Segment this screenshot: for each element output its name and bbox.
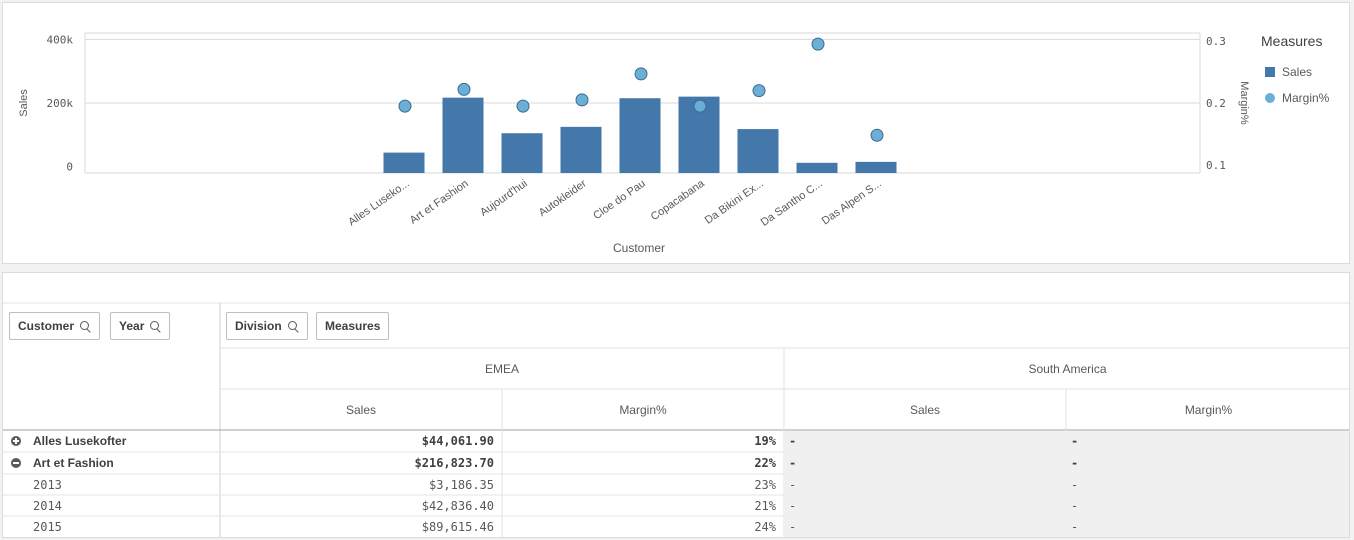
pivot-table-panel: Customer Year Division Measures EMEA Sou…	[2, 272, 1350, 538]
y-tick-label: 200k	[47, 97, 74, 110]
x-tick-label: Da Bikini Ex...	[703, 178, 766, 227]
row-label[interactable]: Art et Fashion	[11, 452, 220, 474]
header-measure-emea-margin[interactable]: Margin%	[619, 402, 667, 417]
bar-sales[interactable]	[855, 161, 897, 173]
legend-item-margin[interactable]: Margin%	[1261, 85, 1329, 111]
y2-tick-label: 0.1	[1206, 159, 1226, 172]
y-tick-label: 0	[66, 161, 73, 174]
x-tick-label: Alles Luseko...	[346, 178, 411, 229]
cell-emea-margin: 24%	[754, 519, 776, 534]
cell-sa-sales: -	[789, 456, 797, 470]
south-america-values-area	[785, 431, 1349, 537]
col-dim-measures-label: Measures	[325, 319, 381, 333]
header-measure-sa-sales[interactable]: Sales	[909, 402, 941, 417]
row-label-year[interactable]: 2014	[33, 498, 62, 513]
point-margin[interactable]	[516, 99, 530, 113]
bar-sales[interactable]	[383, 152, 425, 173]
y2-tick-label: 0.2	[1206, 97, 1226, 110]
y-axis-label: Sales	[18, 89, 30, 117]
x-axis-label: Customer	[613, 241, 665, 255]
legend-item-sales[interactable]: Sales	[1261, 59, 1329, 85]
header-measure-emea-sales[interactable]: Sales	[345, 402, 377, 417]
chart-legend[interactable]: Measures Sales Margin%	[1261, 33, 1329, 111]
bar-sales[interactable]	[737, 129, 779, 173]
cell-emea-sales: $3,186.35	[428, 477, 494, 492]
x-tick-label: Art et Fashion	[408, 178, 471, 227]
bar-sales[interactable]	[442, 97, 484, 173]
row-dim-customer-label: Customer	[18, 319, 75, 333]
x-tick-label: Cloe do Pau	[591, 178, 647, 223]
header-division-emea[interactable]: EMEA	[484, 361, 519, 376]
cell-emea-sales: $44,061.90	[421, 434, 494, 448]
x-tick-label: Copacabana	[649, 177, 708, 223]
header-division-south-america[interactable]: South America	[1028, 361, 1107, 376]
row-dim-year-label: Year	[119, 319, 145, 333]
row-dim-year-button[interactable]: Year	[110, 312, 171, 340]
col-dim-measures-button[interactable]: Measures	[316, 312, 390, 340]
cell-sa-sales: -	[789, 477, 797, 492]
point-margin[interactable]	[575, 93, 589, 107]
cell-emea-sales: $216,823.70	[414, 456, 494, 470]
legend-title: Measures	[1261, 33, 1323, 49]
cell-emea-margin: 22%	[754, 456, 776, 470]
row-label-year[interactable]: 2013	[33, 477, 62, 492]
point-margin[interactable]	[870, 128, 884, 142]
point-margin[interactable]	[398, 99, 412, 113]
cell-sa-sales: -	[789, 519, 797, 534]
y2-axis-label: Margin%	[1238, 81, 1250, 125]
point-margin[interactable]	[457, 82, 471, 96]
cell-sa-margin: -	[1071, 434, 1079, 448]
search-icon[interactable]	[80, 320, 91, 332]
bar-sales[interactable]	[796, 162, 838, 173]
row-label-text: Alles Lusekofter	[33, 434, 127, 448]
cell-emea-sales: $89,615.46	[421, 519, 494, 534]
collapse-icon[interactable]	[11, 458, 21, 468]
bar-sales[interactable]	[501, 133, 543, 173]
combo-chart[interactable]: 400k 200k 0 0.3 0.2 0.1 Alles Luseko...Art e…	[3, 3, 1253, 263]
cell-sa-sales: -	[789, 498, 797, 513]
cell-emea-sales: $42,836.40	[421, 498, 494, 513]
x-tick-label: Autokleider	[537, 177, 589, 219]
legend-swatch-sales	[1265, 67, 1275, 77]
col-dim-division-label: Division	[235, 319, 282, 333]
legend-label-margin: Margin%	[1282, 91, 1330, 105]
cell-emea-margin: 21%	[754, 498, 776, 513]
pivot-grid-lines	[3, 302, 1349, 537]
cell-sa-margin: -	[1071, 519, 1079, 534]
row-dim-customer-button[interactable]: Customer	[9, 312, 101, 340]
y2-tick-label: 0.3	[1206, 35, 1226, 48]
search-icon[interactable]	[287, 320, 299, 332]
cell-sa-margin: -	[1071, 477, 1079, 492]
point-margin[interactable]	[693, 99, 707, 113]
x-tick-label: Aujourd'hui	[478, 178, 530, 219]
cell-emea-margin: 19%	[754, 434, 776, 448]
legend-label-sales: Sales	[1282, 65, 1313, 79]
header-measure-sa-margin[interactable]: Margin%	[1184, 402, 1233, 417]
legend-swatch-margin	[1265, 93, 1275, 103]
row-label-text: Art et Fashion	[33, 456, 114, 470]
cell-sa-margin: -	[1071, 498, 1079, 513]
y-tick-label: 400k	[47, 33, 74, 46]
search-icon[interactable]	[150, 320, 161, 332]
expand-icon[interactable]	[11, 436, 21, 446]
combo-chart-panel: 400k 200k 0 0.3 0.2 0.1 Alles Luseko... Art e…	[2, 2, 1350, 264]
col-dim-division-button[interactable]: Division	[226, 312, 308, 340]
x-tick-label: Das Alpen S...	[820, 178, 884, 228]
cell-sa-margin: -	[1071, 456, 1079, 470]
row-label[interactable]: Alles Lusekofter	[11, 430, 220, 452]
cell-emea-margin: 23%	[754, 477, 776, 492]
bar-sales[interactable]	[560, 126, 602, 173]
point-margin[interactable]	[752, 84, 766, 98]
cell-sa-sales: -	[789, 434, 797, 448]
point-margin[interactable]	[811, 37, 825, 51]
row-label-year[interactable]: 2015	[33, 519, 62, 534]
x-tick-label: Da Santho C...	[759, 178, 825, 229]
bar-sales[interactable]	[619, 98, 661, 173]
point-margin[interactable]	[634, 67, 648, 81]
